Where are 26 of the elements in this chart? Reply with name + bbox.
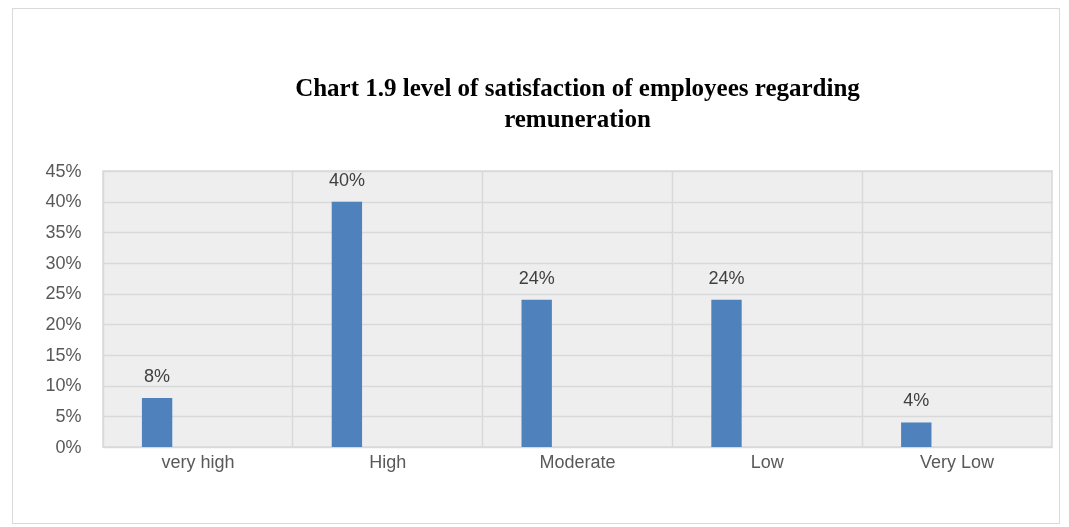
x-tick-label: Low [750,451,785,472]
data-label: 24% [708,267,745,288]
x-tick-label: Very Low [920,451,996,472]
data-label: 4% [903,390,930,411]
x-tick-label: Moderate [539,451,616,472]
x-tick-label: very high [161,451,235,472]
bar [711,299,742,447]
y-tick-label: 5% [55,405,82,426]
y-tick-label: 40% [45,191,82,212]
data-label: 8% [144,365,171,386]
x-tick-label: High [369,451,407,472]
y-tick-label: 30% [45,252,82,273]
y-tick-label: 10% [45,375,82,396]
y-tick-label: 15% [45,344,82,365]
y-tick-label: 25% [45,283,82,304]
bar [521,299,552,447]
data-label: 40% [328,169,365,190]
data-label: 24% [518,267,555,288]
chart-title: Chart 1.9 level of satisfaction of employees regarding remuneration [295,74,861,132]
bar [901,422,932,447]
bar [141,397,173,447]
bar [331,201,363,447]
y-tick-label: 0% [55,436,82,457]
y-tick-label: 20% [45,313,82,334]
y-tick-label: 35% [45,221,82,242]
y-tick-label: 45% [45,160,82,181]
